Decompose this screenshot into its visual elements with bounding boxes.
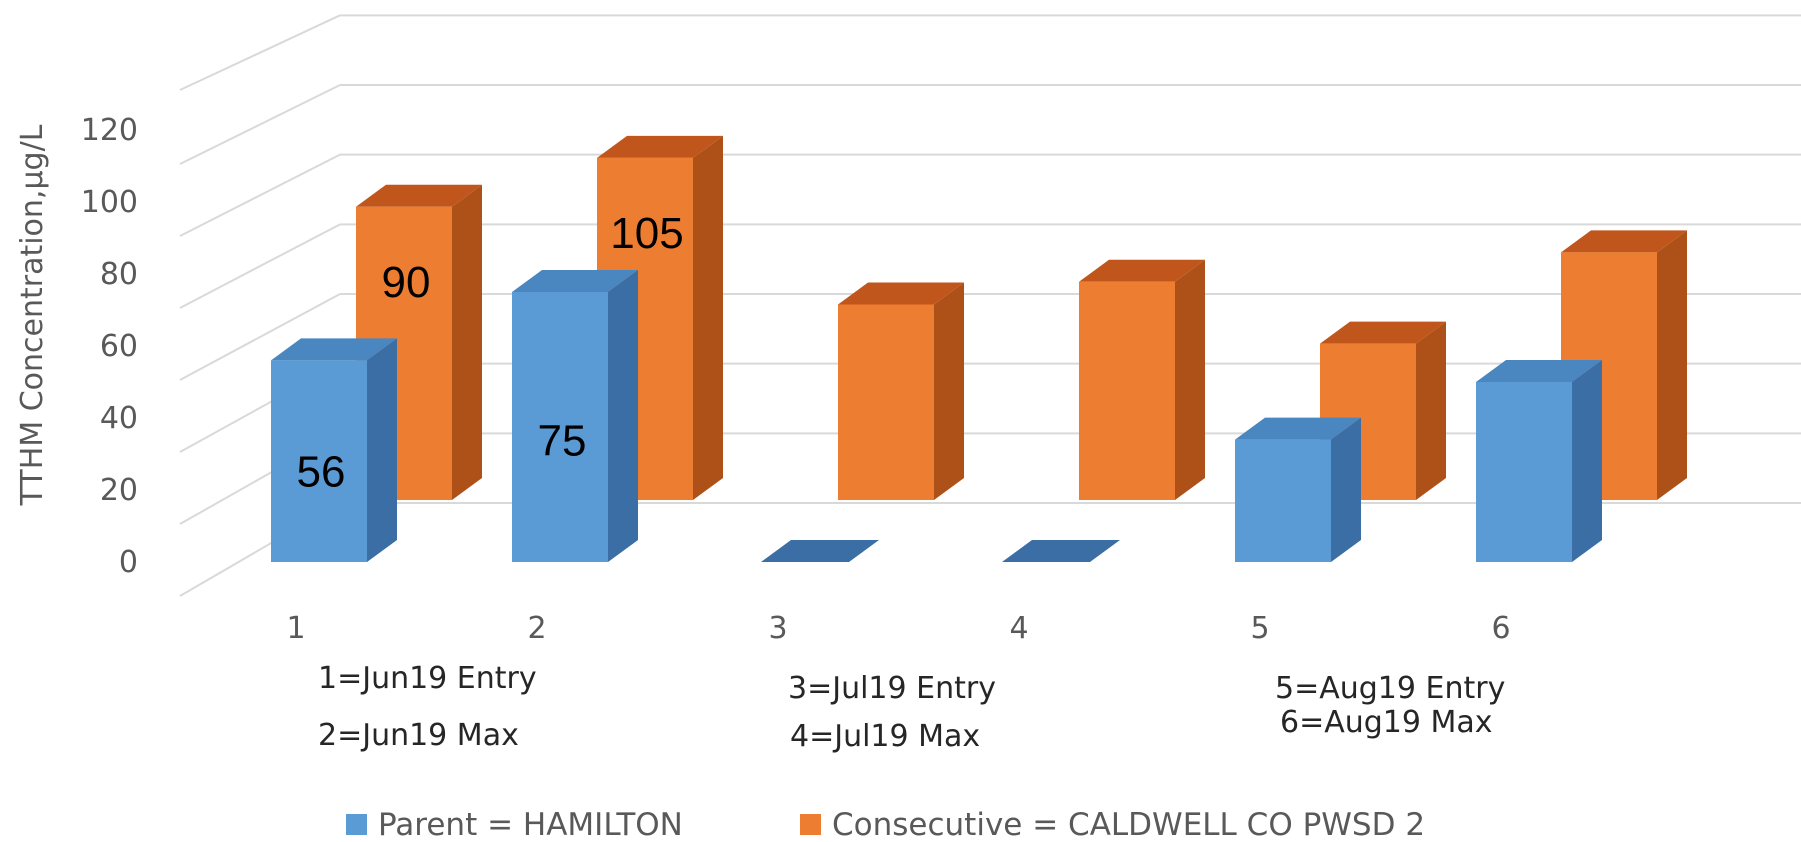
- gridline-slant: [179, 14, 341, 91]
- note-4: 4=Jul19 Max: [790, 719, 980, 754]
- y-tick-label: 20: [100, 473, 138, 508]
- data-labels: 90 105 56 75: [297, 209, 684, 496]
- parent-bar-side: [1331, 417, 1361, 562]
- category-notes: 1=Jun19 Entry 2=Jun19 Max 3=Jul19 Entry …: [318, 661, 1505, 754]
- data-label-parent: 75: [538, 417, 587, 466]
- parent-bar: [512, 270, 638, 562]
- parent-bar-top: [761, 540, 879, 562]
- consecutive-bar-top: [1079, 259, 1205, 282]
- x-tick-label: 6: [1491, 611, 1510, 646]
- parent-bar-top: [1002, 540, 1120, 562]
- parent-bar-top: [512, 270, 638, 292]
- consecutive-bar-side: [1416, 321, 1446, 500]
- x-tick-label: 2: [527, 611, 546, 646]
- note-5: 5=Aug19 Entry: [1275, 671, 1505, 706]
- y-tick-label: 80: [100, 257, 138, 292]
- y-axis-ticks: 0 20 40 60 80 100 120: [81, 113, 138, 580]
- parent-bar: [271, 338, 397, 562]
- consecutive-bar: [1079, 259, 1205, 500]
- y-tick-label: 100: [81, 185, 138, 220]
- data-label-parent: 56: [297, 447, 346, 496]
- consecutive-bar-side: [1657, 230, 1687, 500]
- data-label-consecutive: 105: [610, 209, 683, 258]
- parent-bar-front: [512, 292, 608, 562]
- x-axis-ticks: 1 2 3 4 5 6: [286, 611, 1510, 646]
- parent-bar: [1002, 540, 1120, 562]
- parent-bar-front: [1235, 439, 1331, 562]
- note-1: 1=Jun19 Entry: [318, 661, 537, 696]
- consecutive-bar-top: [597, 135, 723, 158]
- y-tick-label: 0: [119, 545, 138, 580]
- note-2: 2=Jun19 Max: [318, 718, 519, 753]
- parent-bar-front: [271, 360, 367, 562]
- y-tick-label: 120: [81, 113, 138, 148]
- note-6: 6=Aug19 Max: [1280, 705, 1493, 740]
- parent-bar: [1476, 360, 1602, 562]
- parent-bar-top: [271, 338, 397, 361]
- consecutive-bar-top: [1561, 230, 1687, 253]
- parent-bar-side: [367, 338, 397, 562]
- consecutive-bar-side: [934, 282, 964, 500]
- gridline-slant: [179, 153, 341, 237]
- parent-bar: [1235, 417, 1361, 562]
- x-tick-label: 4: [1009, 611, 1028, 646]
- consecutive-bar-side: [1175, 259, 1205, 500]
- consecutive-bar: [838, 282, 964, 500]
- x-tick-label: 1: [286, 611, 305, 646]
- parent-bar: [761, 540, 879, 562]
- y-tick-label: 60: [100, 329, 138, 364]
- legend-label-parent: Parent = HAMILTON: [378, 807, 683, 842]
- legend: Parent = HAMILTON Consecutive = CALDWELL…: [346, 807, 1425, 842]
- consecutive-bar-front: [1079, 281, 1175, 500]
- consecutive-bar-top: [838, 282, 964, 305]
- legend-swatch-parent: [346, 814, 367, 835]
- consecutive-bar-side: [693, 135, 723, 500]
- y-tick-label: 40: [100, 401, 138, 436]
- parent-bar-top: [1235, 417, 1361, 440]
- gridline-slant: [179, 293, 341, 381]
- consecutive-bar-top: [1320, 321, 1446, 344]
- parent-bar-top: [1476, 360, 1602, 382]
- gridline-slant: [179, 84, 341, 165]
- parent-series-bars: [271, 270, 1602, 562]
- data-label-consecutive: 90: [382, 258, 431, 307]
- legend-label-consecutive: Consecutive = CALDWELL CO PWSD 2: [832, 807, 1425, 842]
- gridline-slant: [179, 223, 341, 309]
- x-tick-label: 5: [1250, 611, 1269, 646]
- consecutive-bar-front: [838, 304, 934, 500]
- legend-swatch-consecutive: [800, 814, 821, 835]
- parent-bar-front: [1476, 382, 1572, 562]
- consecutive-bar-side: [452, 184, 482, 500]
- x-tick-label: 3: [768, 611, 787, 646]
- parent-bar-side: [1572, 360, 1602, 562]
- consecutive-bar-top: [356, 184, 482, 207]
- parent-bar-side: [608, 270, 638, 562]
- y-axis-title: TTHM Concentration,µg/L: [15, 124, 50, 506]
- note-3: 3=Jul19 Entry: [788, 671, 996, 706]
